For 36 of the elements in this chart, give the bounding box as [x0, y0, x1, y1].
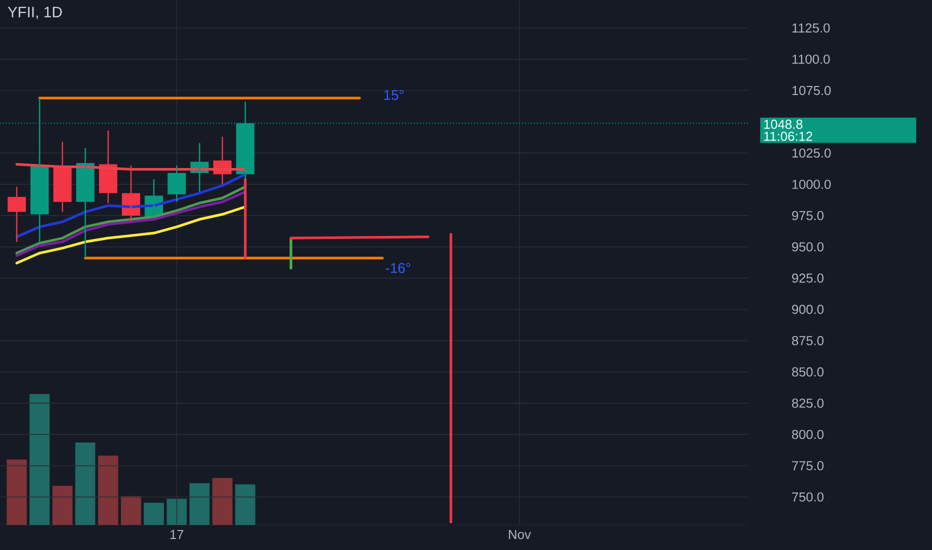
- bar: [190, 483, 210, 525]
- y-tick-label: 750.0: [792, 492, 824, 502]
- y-tick-label: 900.0: [792, 304, 824, 314]
- y-tick-label: 850.0: [792, 367, 824, 377]
- y-tick-label: 1075.0: [792, 86, 831, 96]
- line-series: [15, 173, 247, 238]
- y-tick-label: 1100.0: [792, 54, 830, 64]
- bar: [98, 456, 118, 525]
- y-tick-label: 825.0: [792, 398, 824, 408]
- candlestick: [168, 164, 186, 202]
- y-tick-label: 875.0: [792, 336, 824, 346]
- bar: [75, 442, 96, 525]
- ref-line-label: 1048.8: [764, 120, 802, 129]
- bar: [144, 502, 164, 525]
- annotation: 15°: [384, 90, 404, 100]
- y-tick-label: 1000.0: [792, 180, 831, 189]
- bar: [166, 498, 187, 525]
- bar: [212, 478, 232, 525]
- candlestick: [8, 186, 26, 242]
- y-tick-label: 775.0: [792, 461, 824, 470]
- bar: [6, 460, 27, 525]
- chart-title: YFII, 1D: [8, 6, 62, 20]
- annotation: -16°: [386, 263, 410, 273]
- bar: [30, 394, 50, 525]
- y-tick-label: 975.0: [792, 210, 824, 220]
- x-tick-label: 17: [170, 530, 184, 539]
- x-tick-label: Nov: [508, 530, 531, 540]
- y-tick-label: 800.0: [792, 430, 824, 440]
- bar: [235, 484, 256, 525]
- text: 11:06:12: [764, 132, 812, 141]
- bar: [52, 486, 73, 525]
- y-tick-label: 950.0: [792, 242, 824, 252]
- y-tick-label: 925.0: [792, 274, 824, 283]
- bar: [120, 496, 142, 525]
- y-tick-label: 1025.0: [792, 148, 831, 158]
- y-tick-label: 1125.0: [792, 23, 830, 33]
